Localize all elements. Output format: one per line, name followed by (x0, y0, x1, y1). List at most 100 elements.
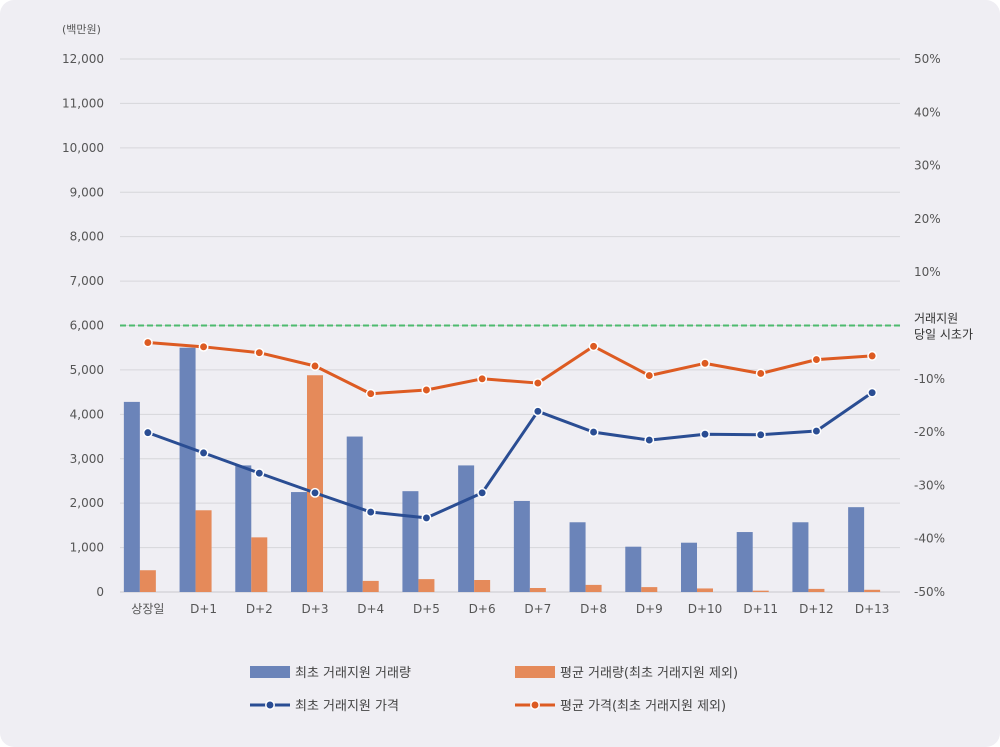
legend-swatch (250, 666, 290, 678)
bar-first-listing-volume (792, 522, 809, 592)
bar-first-listing-volume (123, 401, 140, 592)
bar-first-listing-volume (402, 491, 419, 592)
point-average-price (142, 337, 153, 348)
x-tick-label: D+8 (580, 602, 607, 616)
y-left-tick-label: 8,000 (70, 230, 104, 244)
point-average-price (477, 373, 488, 384)
point-first-listing-price (644, 435, 655, 446)
bar-average-volume (474, 580, 491, 592)
y-left-tick-label: 2,000 (70, 496, 104, 510)
point-first-listing-price (532, 406, 543, 417)
bar-average-volume (307, 375, 323, 592)
point-average-price (310, 361, 320, 371)
legend-marker (265, 700, 275, 710)
x-tick-label: D+10 (688, 602, 723, 616)
bar-first-listing-volume (235, 465, 252, 592)
y-left-tick-label: 11,000 (62, 96, 104, 110)
axis-labels: (백만원) 0 1,000 2,000 3,000 4,000 5,000 6,000 7,00… (62, 23, 945, 616)
x-tick-label: D+5 (413, 602, 440, 616)
y-right-tick-label: 20% (914, 212, 941, 226)
y-left-tick-label: 0 (96, 585, 104, 599)
bars-group (123, 347, 881, 592)
reference-line-label: 당일 시초가 (914, 328, 973, 342)
y-left-tick-label: 5,000 (70, 363, 104, 377)
bar-first-listing-volume (179, 347, 196, 592)
y-left-tick-label: 12,000 (62, 52, 104, 66)
lines-group (142, 337, 878, 523)
x-tick-label: D+7 (524, 602, 551, 616)
bar-first-listing-volume (848, 507, 865, 592)
point-first-listing-price (477, 487, 488, 498)
legend-label: 평균 거래량(최초 거래지원 제외) (560, 666, 738, 681)
point-first-listing-price (811, 426, 822, 436)
x-tick-label: D+6 (469, 602, 496, 616)
legend: 최초 거래지원 거래량 평균 거래량(최초 거래지원 제외) 최초 거래지원 가격 평… (250, 666, 738, 714)
line-average-price (147, 341, 873, 396)
bar-first-listing-volume (736, 532, 753, 592)
reference-line-label: 거래지원 (914, 312, 958, 326)
point-average-price (811, 354, 822, 365)
y-left-tick-label: 7,000 (70, 274, 104, 288)
point-average-price (755, 368, 766, 379)
bar-average-volume (362, 580, 379, 592)
x-tick-label: D+4 (357, 602, 384, 616)
bar-average-volume (585, 584, 602, 592)
point-average-price (532, 378, 543, 389)
y-right-tick-label: 50% (914, 52, 941, 66)
y-right-tick-label: -50% (914, 585, 945, 599)
y-right-tick-label: 30% (914, 159, 941, 173)
y-left-tick-label: 6,000 (70, 319, 104, 333)
point-first-listing-price (310, 487, 320, 498)
y-left-tick-label: 9,000 (70, 185, 104, 199)
point-average-price (198, 341, 209, 352)
bar-average-volume (808, 588, 825, 592)
point-first-listing-price (588, 427, 599, 438)
bar-average-volume (529, 588, 546, 592)
y-right-tick-label: 40% (914, 105, 941, 119)
line-first-listing-price (147, 391, 873, 520)
y-right-tick-label: 10% (914, 265, 941, 279)
legend-label: 최초 거래지원 가격 (295, 699, 399, 714)
x-tick-label: 상장일 (131, 602, 164, 616)
x-tick-label: D+9 (636, 602, 663, 616)
x-tick-label: D+2 (246, 602, 273, 616)
bar-average-volume (195, 510, 212, 592)
legend-marker (530, 700, 540, 710)
point-first-listing-price (365, 507, 376, 517)
bar-first-listing-volume (569, 522, 586, 592)
point-first-listing-price (198, 447, 209, 458)
bar-average-volume (864, 589, 881, 592)
point-first-listing-price (254, 468, 265, 479)
point-first-listing-price (755, 429, 766, 440)
y-axis-unit-label: (백만원) (62, 23, 101, 36)
bar-first-listing-volume (291, 492, 307, 592)
y-left-tick-label: 4,000 (70, 407, 104, 421)
point-average-price (867, 350, 878, 361)
y-left-tick-label: 10,000 (62, 141, 104, 155)
bar-first-listing-volume (346, 436, 363, 592)
bar-average-volume (697, 588, 713, 592)
x-tick-label: D+12 (799, 602, 834, 616)
x-tick-label: D+13 (855, 602, 890, 616)
point-first-listing-price (142, 427, 153, 438)
point-first-listing-price (421, 512, 432, 523)
bar-average-volume (139, 570, 156, 592)
bar-average-volume (251, 537, 268, 592)
legend-label: 최초 거래지원 거래량 (295, 666, 411, 681)
bar-first-listing-volume (458, 465, 475, 592)
y-right-tick-label: -30% (914, 478, 945, 492)
legend-swatch (515, 666, 555, 678)
point-average-price (700, 358, 710, 369)
point-first-listing-price (867, 387, 878, 398)
bar-first-listing-volume (625, 546, 642, 592)
point-average-price (365, 388, 376, 399)
point-first-listing-price (700, 429, 710, 440)
point-average-price (644, 370, 655, 381)
bar-average-volume (752, 590, 769, 592)
point-average-price (254, 347, 265, 358)
y-right-tick-label: -40% (914, 532, 945, 546)
bar-first-listing-volume (681, 542, 697, 592)
x-tick-label: D+1 (190, 602, 217, 616)
